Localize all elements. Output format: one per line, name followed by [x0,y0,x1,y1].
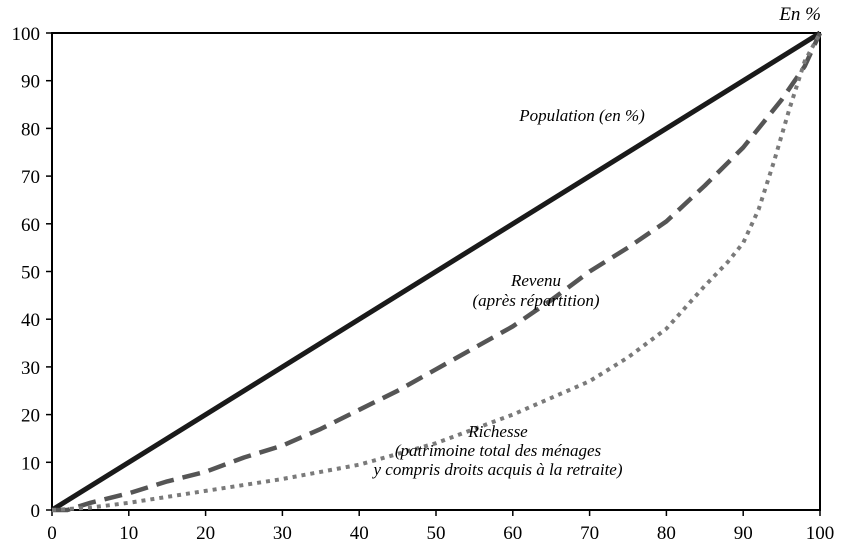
x-tick-label: 50 [427,523,446,544]
y-tick-label: 100 [12,24,41,45]
x-tick-label: 70 [580,523,599,544]
richesse-label-line: Richesse [467,422,528,441]
richesse-label: Richesse (patrimoine total des ménages y c… [372,422,623,479]
x-tick-label: 20 [196,523,215,544]
revenu-label: Revenu (après répartition) [472,271,599,310]
series-layer [50,30,823,513]
axes: 0 10 20 30 40 50 60 70 80 90 100 0 10 20 30 40 50 60 70 80 9… [12,4,835,544]
y-tick-label: 80 [21,119,40,140]
y-tick-label: 90 [21,72,40,93]
population-line [50,30,822,513]
x-tick-label: 40 [350,523,369,544]
population-label: Population (en %) [518,106,645,125]
population-label-line: Population (en %) [518,106,645,125]
x-tick-label: 30 [273,523,292,544]
y-tick-label: 20 [21,406,40,427]
x-tick-label: 100 [806,523,835,544]
x-tick-label: 80 [657,523,676,544]
y-tick-label: 40 [21,310,40,331]
revenu-line [52,32,823,513]
richesse-label-line: y compris droits acquis à la retraite) [372,460,623,479]
y-tick-label: 30 [21,358,40,379]
x-tick-label: 0 [47,523,57,544]
y-tick-label: 70 [21,167,40,188]
labels-layer: Population (en %) Revenu (après répartitio… [372,106,646,479]
y-tick-label: 60 [21,215,40,236]
y-tick-label: 10 [21,453,40,474]
unit-label: En % [778,4,821,25]
richesse-label-line: (patrimoine total des ménages [395,441,602,460]
y-tick-label: 0 [31,501,41,522]
revenu-label-line: Revenu [510,271,561,290]
x-tick-label: 10 [119,523,138,544]
y-tick-label: 50 [21,263,40,284]
x-tick-label: 90 [734,523,753,544]
x-tick-label: 60 [503,523,522,544]
revenu-label-line: (après répartition) [472,291,599,310]
richesse-line [51,32,822,512]
